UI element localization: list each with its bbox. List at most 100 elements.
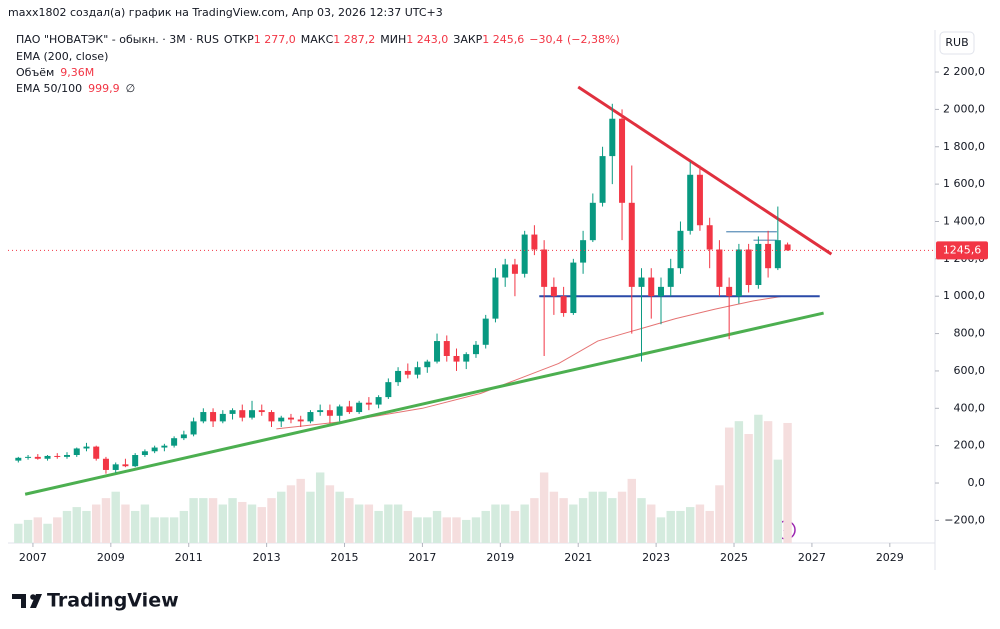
candle-body <box>706 225 713 250</box>
x-tick-label: 2021 <box>564 551 592 564</box>
candle-body <box>141 451 148 456</box>
last-price-box <box>936 241 988 260</box>
x-tick-label: 2015 <box>331 551 359 564</box>
volume-bar <box>666 510 675 543</box>
candle-body <box>375 397 382 405</box>
candle-body <box>268 412 275 422</box>
volume-bar <box>647 504 656 543</box>
volume-bar <box>43 523 52 543</box>
legend-text: ПАО "НОВАТЭК" - обыкн. · 3M · RUS <box>16 33 219 46</box>
y-tick-label: 2 200,0 <box>943 65 985 78</box>
volume-bar <box>150 517 159 543</box>
candle-body <box>619 118 626 203</box>
candle-body <box>550 286 557 297</box>
candle-body <box>755 243 762 286</box>
volume-bar <box>773 459 783 543</box>
volume-bar <box>510 510 520 543</box>
candle-body <box>657 286 664 297</box>
candle-body <box>258 410 265 413</box>
candle-body <box>774 240 781 269</box>
legend-text: 999,9 <box>88 82 120 95</box>
volume-bar <box>189 498 198 543</box>
candle-body <box>44 455 51 459</box>
volume-bar <box>92 504 101 543</box>
candle-body <box>589 202 596 241</box>
candle-body <box>745 249 752 286</box>
candle-body <box>628 202 635 287</box>
candle-body <box>64 455 71 457</box>
candle-body <box>239 410 246 418</box>
volume-bar <box>481 510 490 543</box>
volume-bar <box>491 504 500 543</box>
legend-text: МИН <box>380 33 406 46</box>
candle-body <box>453 355 460 362</box>
ema-line <box>276 295 783 430</box>
volume-bar <box>33 517 42 543</box>
candle-body <box>609 118 616 157</box>
candle-body <box>326 410 333 416</box>
volume-bar <box>345 498 354 543</box>
volume-bar <box>724 427 734 543</box>
candle-body <box>365 402 372 405</box>
logo-text: TradingView <box>47 590 179 612</box>
candle-body <box>200 412 207 422</box>
y-tick-label: 1 400,0 <box>943 214 985 227</box>
volume-bar <box>754 414 763 543</box>
y-tick-label: −200,0 <box>944 513 985 526</box>
candle-body <box>249 410 256 418</box>
y-tick-label: 400,0 <box>954 401 986 414</box>
candle-body <box>784 244 791 251</box>
x-tick-label: 2011 <box>175 551 203 564</box>
x-tick-label: 2023 <box>642 551 670 564</box>
last-price-label: 1245,6 <box>943 243 982 256</box>
volume-bar <box>218 504 228 543</box>
volume-bar <box>423 517 432 543</box>
candle-body <box>229 410 236 414</box>
header: maxx1802 создал(а) график на TradingView… <box>8 6 443 19</box>
candle-body <box>219 413 226 422</box>
legend-text: EMA (200, close) <box>16 50 108 63</box>
candle-body <box>112 464 119 470</box>
x-tick-label: 2027 <box>798 551 826 564</box>
legend-text: (−2,38%) <box>567 33 620 46</box>
candle-body <box>424 361 431 368</box>
candle-body <box>93 446 100 459</box>
volume-bar <box>676 510 685 543</box>
legend-line: EMA (200, close) <box>16 50 108 63</box>
candle-body <box>317 410 324 413</box>
volume-bar <box>335 491 344 543</box>
candle-body <box>443 341 450 356</box>
volume-bar <box>179 510 189 543</box>
volume-bar <box>530 498 539 543</box>
candle-body <box>696 174 703 226</box>
volume-bar <box>199 498 208 543</box>
currency-button[interactable] <box>939 31 975 55</box>
volume-bar <box>549 491 559 543</box>
volume-bar <box>695 504 705 543</box>
candle-body <box>210 412 217 422</box>
legend-text: ∅ <box>126 82 136 95</box>
candle-body <box>15 457 22 461</box>
candle-body <box>580 240 587 263</box>
candle-body <box>307 412 314 422</box>
currency[interactable]: RUB <box>945 36 968 49</box>
volume-bar <box>393 504 403 543</box>
volume-bar <box>267 498 276 543</box>
candle-body <box>414 367 421 375</box>
candle-body <box>638 277 645 287</box>
legend-text: 1 287,2 <box>333 33 375 46</box>
volume-bar <box>569 504 578 543</box>
x-tick-label: 2017 <box>408 551 436 564</box>
volume-bar <box>14 523 23 543</box>
candle-body <box>122 464 129 467</box>
candle-body <box>687 174 694 231</box>
y-tick-label: 0,0 <box>968 476 986 489</box>
volume-bar <box>637 498 646 543</box>
y-tick-label: 1 000,0 <box>943 289 985 302</box>
volume-bar <box>442 517 451 543</box>
legend-text: EMA 50/100 <box>16 82 82 95</box>
volume-bar <box>111 491 120 543</box>
trend-line <box>24 311 824 496</box>
volume-bar <box>140 504 150 543</box>
